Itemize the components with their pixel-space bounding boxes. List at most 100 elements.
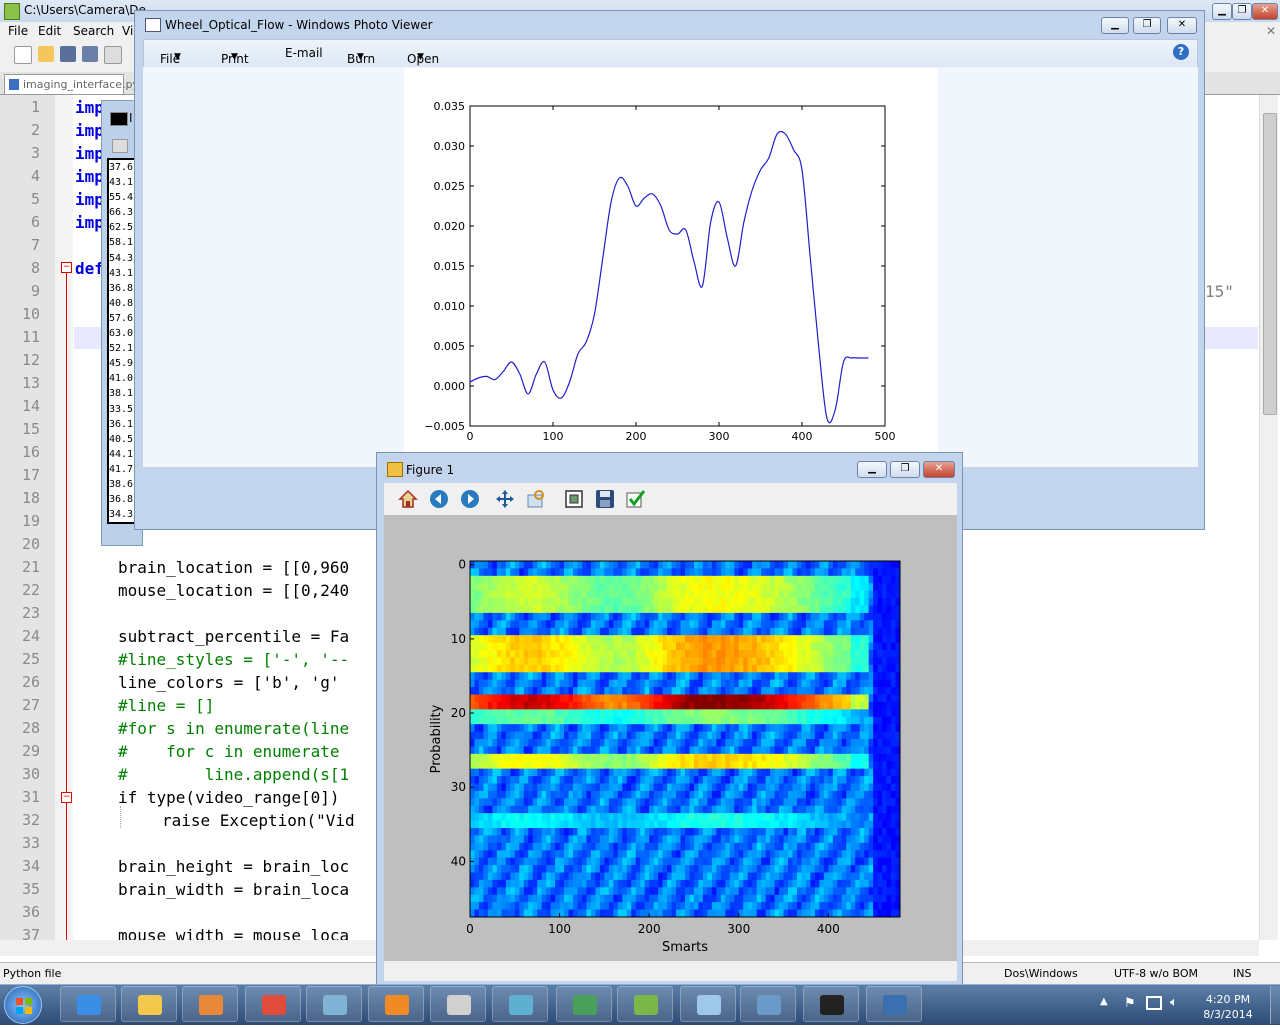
heatmap-cell [496,561,502,569]
heatmap-cell [649,835,655,844]
scroll-thumb[interactable] [1263,113,1277,415]
code-line-21[interactable]: brain_location = [[0,960 [118,558,350,577]
heatmap-cell [470,879,475,888]
code-line-5[interactable]: imp [75,190,104,209]
taskbar-button[interactable] [245,986,301,1022]
notepadpp-maximize-button[interactable]: ❐ [1232,3,1252,20]
volume-icon[interactable]: 🔈︎ [1170,995,1178,1010]
start-button[interactable] [4,986,42,1024]
code-line-37[interactable]: mouse_width = mouse_loca [118,926,350,940]
fig-minimize-button[interactable]: ▁ [857,461,887,478]
save-all-icon[interactable] [82,46,98,62]
save-icon[interactable] [595,489,615,509]
code-line-27[interactable]: #line = [] [118,696,215,715]
heatmap-cell [716,701,722,710]
back-icon[interactable] [429,489,449,509]
cmd-toolbar-icon[interactable] [112,139,128,153]
heatmap-cell [581,828,587,836]
heatmap-cell [519,598,525,606]
forward-icon[interactable] [460,489,480,509]
check-icon[interactable] [626,489,646,509]
figure-window[interactable]: Figure 1 ▁ ❐ ✕ 0 100 200 300 400 0 10 20 30 4 [376,452,963,985]
code-line-1[interactable]: imp [75,98,104,117]
new-file-icon[interactable] [14,46,32,64]
taskbar-button[interactable] [60,986,116,1022]
taskbar-button[interactable] [368,986,424,1022]
code-line-30[interactable]: # line.append(s[1 [118,765,350,784]
notepadpp-minimize-button[interactable]: ▁ [1212,3,1232,20]
home-icon[interactable] [398,489,418,509]
taskbar-button[interactable] [121,986,177,1022]
heatmap-cell [864,642,870,651]
menu-edit[interactable]: Edit [38,24,62,38]
taskbar-button[interactable] [306,986,362,1022]
cmd-output-line: 57.6 [109,312,134,324]
taskbar-button[interactable] [182,986,238,1022]
menu-file[interactable]: File [8,24,29,38]
pv-close-button[interactable]: ✕ [1167,17,1197,34]
taskbar-button[interactable] [680,986,736,1022]
code-line-26[interactable]: line_colors = ['b', 'g' [118,673,340,692]
taskbar-button[interactable] [430,986,486,1022]
taskbar-button[interactable] [617,986,673,1022]
fold-toggle-def[interactable]: − [61,262,72,273]
menu-search[interactable]: Search [73,24,115,38]
heatmap-cell [487,583,493,592]
code-line-32[interactable]: raise Exception("Vid [162,811,355,830]
network-icon[interactable] [1146,996,1162,1010]
figure-canvas[interactable]: 0 100 200 300 400 0 10 20 30 40 Smarts Probability [384,515,957,961]
open-file-icon[interactable] [38,46,54,62]
code-line-6[interactable]: imp [75,213,104,232]
zoom-icon[interactable] [526,489,546,509]
action-center-flag-icon[interactable]: ⚑ [1124,996,1136,1011]
system-clock[interactable]: 4:20 PM 8/3/2014 [1188,988,1268,1024]
fig-close-button[interactable]: ✕ [923,461,955,478]
code-line-35[interactable]: brain_width = brain_loca [118,880,350,899]
pv-minimize-button[interactable]: ▁ [1101,17,1129,34]
vertical-scrollbar[interactable] [1259,95,1278,940]
notepadpp-close-button[interactable]: ✕ [1252,3,1278,20]
code-line-24[interactable]: subtract_percentile = Fa [118,627,350,646]
heatmap-cell [882,672,887,681]
fig-maximize-button[interactable]: ❐ [890,461,920,478]
heatmap-cell [850,575,856,584]
pan-icon[interactable] [495,489,515,509]
close-doc-icon[interactable]: ✕ [1266,24,1277,38]
code-line-28[interactable]: #for s in enumerate(line [118,719,350,738]
pv-maximize-button[interactable]: ❐ [1133,17,1161,34]
fold-toggle-if[interactable]: − [61,792,72,803]
close-file-icon[interactable] [104,46,122,64]
save-file-icon[interactable] [60,46,76,62]
photo-viewer-window[interactable]: Wheel_Optical_Flow - Windows Photo Viewe… [134,10,1205,530]
code-line-34[interactable]: brain_height = brain_loc [118,857,350,876]
code-line-22[interactable]: mouse_location = [[0,240 [118,581,350,600]
heatmap-cell [846,835,852,844]
tray-up-arrow-icon[interactable]: ▲ [1100,996,1108,1007]
heatmap-cell [711,709,717,718]
heatmap-cell [707,902,713,910]
taskbar-button[interactable] [492,986,548,1022]
subplots-icon[interactable] [564,489,584,509]
heatmap-cell [608,865,614,873]
heatmap-cell [756,798,762,807]
code-line-3[interactable]: imp [75,144,104,163]
heatmap-cell [761,672,767,681]
pv-menu-email[interactable]: E-mail [285,46,323,60]
code-line-8[interactable]: def [75,259,104,278]
heatmap-cell [595,716,601,725]
help-icon[interactable]: ? [1173,44,1189,60]
taskbar-button[interactable] [866,986,922,1022]
taskbar-button[interactable] [803,986,859,1022]
code-line-2[interactable]: imp [75,121,104,140]
code-line-29[interactable]: # for c in enumerate [118,742,340,761]
notepadpp-app-icon [4,3,20,20]
code-line-4[interactable]: imp [75,167,104,186]
tab-imaging-interface[interactable]: imaging_interface.py [4,74,139,94]
code-line-31[interactable]: if type(video_range[0]) [118,788,340,807]
taskbar-button[interactable] [740,986,796,1022]
taskbar-button[interactable] [556,986,612,1022]
heatmap-cell [895,620,901,629]
show-desktop-button[interactable] [1270,986,1280,1024]
code-line-25[interactable]: #line_styles = ['-', '-- [118,650,350,669]
menu-view[interactable]: Vi [122,24,134,38]
